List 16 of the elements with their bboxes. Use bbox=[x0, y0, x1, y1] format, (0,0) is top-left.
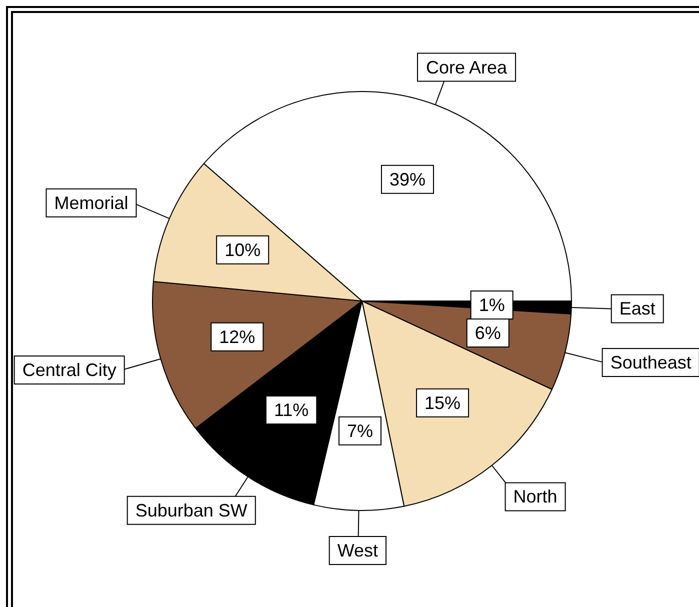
slice-label: East bbox=[619, 298, 656, 319]
slice-label: Core Area bbox=[426, 57, 508, 78]
data-label: 11% bbox=[274, 400, 309, 420]
data-label: 10% bbox=[224, 240, 261, 260]
data-label: 15% bbox=[424, 392, 461, 413]
data-label: 39% bbox=[389, 169, 426, 190]
data-label: 6% bbox=[474, 322, 501, 343]
slice-label: Memorial bbox=[54, 192, 128, 213]
slice-label: Central City bbox=[22, 360, 116, 380]
data-label: 12% bbox=[219, 326, 256, 347]
data-label: 1% bbox=[478, 295, 505, 316]
slice-label: Southeast bbox=[610, 352, 692, 372]
slice-label: Suburban SW bbox=[135, 500, 248, 520]
slice-label: North bbox=[513, 486, 558, 507]
data-label: 7% bbox=[346, 420, 373, 441]
slice-label: West bbox=[337, 540, 378, 560]
